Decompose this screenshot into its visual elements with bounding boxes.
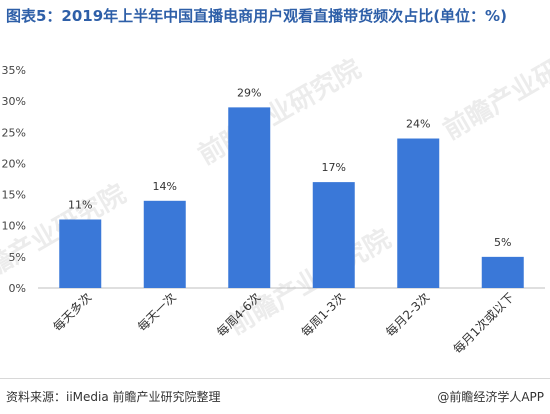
y-tick-label: 30% [2,95,26,108]
bar-value-label: 5% [494,236,511,249]
bar-value-label: 11% [68,198,92,211]
x-tick-label: 每月2-3次 [382,290,432,340]
x-tick-label: 每天一次 [134,290,179,335]
value-labels: 11% 14% 29% 17% 24% 5% [68,86,511,248]
bar [143,200,186,288]
bars [59,107,524,288]
bar-value-label: 29% [237,86,261,99]
source-note: 资料来源：iiMedia 前瞻产业研究院整理 [6,390,221,404]
watermark-1: 前瞻产业研究院 [193,53,366,171]
bar [312,182,355,288]
chart-title: 图表5：2019年上半年中国直播电商用户观看直播带货频次占比(单位：%) [6,7,507,25]
y-tick-label: 20% [2,157,26,170]
bar [481,256,524,288]
bar-value-label: 17% [322,161,346,174]
y-tick-label: 5% [9,251,26,264]
footer: 资料来源：iiMedia 前瞻产业研究院整理 @前瞻经济学人APP [0,378,550,414]
x-tick-label: 每月1次或以下 [450,290,517,357]
y-tick-label: 15% [2,189,26,202]
bar [59,219,102,288]
y-axis: 0% 5% 10% 15% 20% 25% 30% 35% [2,64,26,295]
bar-value-label: 24% [406,118,430,131]
bar-chart: 前瞻产业研究院 前瞻产业研究院 前瞻产业研究院 前瞻产业研究院 0%5%10%1… [0,28,550,357]
bar [397,138,440,288]
y-tick-label: 35% [2,64,26,77]
x-tick-label: 每天多次 [50,290,95,335]
credit-note: @前瞻经济学人APP [437,390,544,404]
y-tick-label: 0% [9,282,26,295]
y-tick-label: 10% [2,220,26,233]
bar-value-label: 14% [153,180,177,193]
bar [228,107,271,288]
watermark-2: 前瞻产业研究院 [438,28,550,146]
y-tick-label: 25% [2,126,26,139]
